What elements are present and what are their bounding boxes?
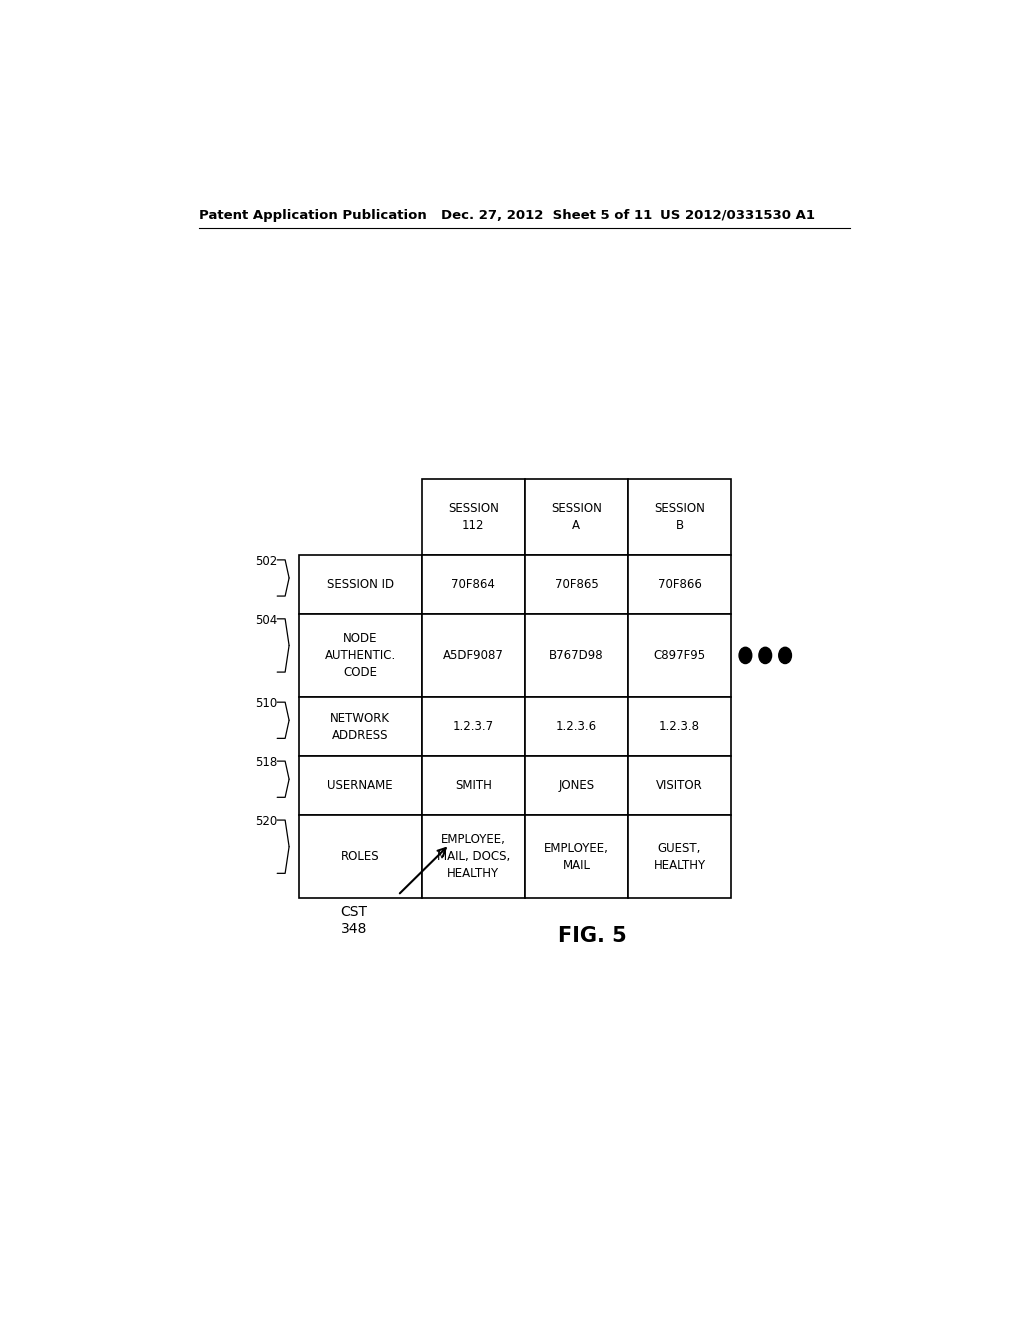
Text: SESSION
B: SESSION B	[654, 502, 705, 532]
Bar	[299, 756, 422, 814]
Circle shape	[739, 647, 752, 664]
Circle shape	[759, 647, 772, 664]
Bar	[524, 614, 628, 697]
Text: 502: 502	[255, 554, 278, 568]
Bar	[422, 554, 524, 614]
Text: EMPLOYEE,
MAIL: EMPLOYEE, MAIL	[544, 842, 609, 871]
Bar	[299, 554, 422, 614]
Text: NETWORK
ADDRESS: NETWORK ADDRESS	[330, 711, 390, 742]
Text: 70F865: 70F865	[555, 578, 598, 591]
Text: SESSION
A: SESSION A	[551, 502, 602, 532]
Text: 1.2.3.8: 1.2.3.8	[659, 721, 700, 733]
Text: 70F864: 70F864	[452, 578, 496, 591]
Circle shape	[779, 647, 792, 664]
Text: 510: 510	[255, 697, 278, 710]
Text: USERNAME: USERNAME	[328, 779, 393, 792]
Text: A5DF9087: A5DF9087	[442, 649, 504, 661]
Text: SESSION ID: SESSION ID	[327, 578, 393, 591]
Text: ROLES: ROLES	[341, 850, 380, 863]
Text: 504: 504	[255, 614, 278, 627]
Text: B767D98: B767D98	[549, 649, 604, 661]
Text: NODE
AUTHENTIC.
CODE: NODE AUTHENTIC. CODE	[325, 632, 395, 678]
Bar	[422, 756, 524, 814]
Bar	[628, 756, 731, 814]
Bar	[524, 814, 628, 899]
Bar	[628, 554, 731, 614]
Bar	[628, 697, 731, 756]
Text: 1.2.3.6: 1.2.3.6	[556, 721, 597, 733]
Bar	[422, 614, 524, 697]
Text: Dec. 27, 2012  Sheet 5 of 11: Dec. 27, 2012 Sheet 5 of 11	[441, 209, 652, 222]
Text: C897F95: C897F95	[653, 649, 706, 661]
Text: GUEST,
HEALTHY: GUEST, HEALTHY	[653, 842, 706, 871]
Text: 520: 520	[255, 814, 278, 828]
Bar	[524, 697, 628, 756]
Text: 70F866: 70F866	[657, 578, 701, 591]
Text: JONES: JONES	[558, 779, 595, 792]
Bar	[524, 756, 628, 814]
Bar	[628, 814, 731, 899]
Bar	[299, 814, 422, 899]
Text: FIG. 5: FIG. 5	[558, 925, 627, 946]
Bar	[422, 479, 524, 554]
Text: 518: 518	[255, 756, 278, 770]
Text: VISITOR: VISITOR	[656, 779, 702, 792]
Text: EMPLOYEE,
MAIL, DOCS,
HEALTHY: EMPLOYEE, MAIL, DOCS, HEALTHY	[436, 833, 510, 880]
Bar	[524, 479, 628, 554]
Bar	[628, 479, 731, 554]
Text: US 2012/0331530 A1: US 2012/0331530 A1	[659, 209, 815, 222]
Text: SMITH: SMITH	[455, 779, 492, 792]
Text: SESSION
112: SESSION 112	[447, 502, 499, 532]
Text: CST
348: CST 348	[341, 906, 368, 936]
Bar	[422, 814, 524, 899]
Text: Patent Application Publication: Patent Application Publication	[200, 209, 427, 222]
Bar	[422, 697, 524, 756]
Bar	[299, 697, 422, 756]
Bar	[299, 614, 422, 697]
Bar	[524, 554, 628, 614]
Text: 1.2.3.7: 1.2.3.7	[453, 721, 494, 733]
Bar	[628, 614, 731, 697]
